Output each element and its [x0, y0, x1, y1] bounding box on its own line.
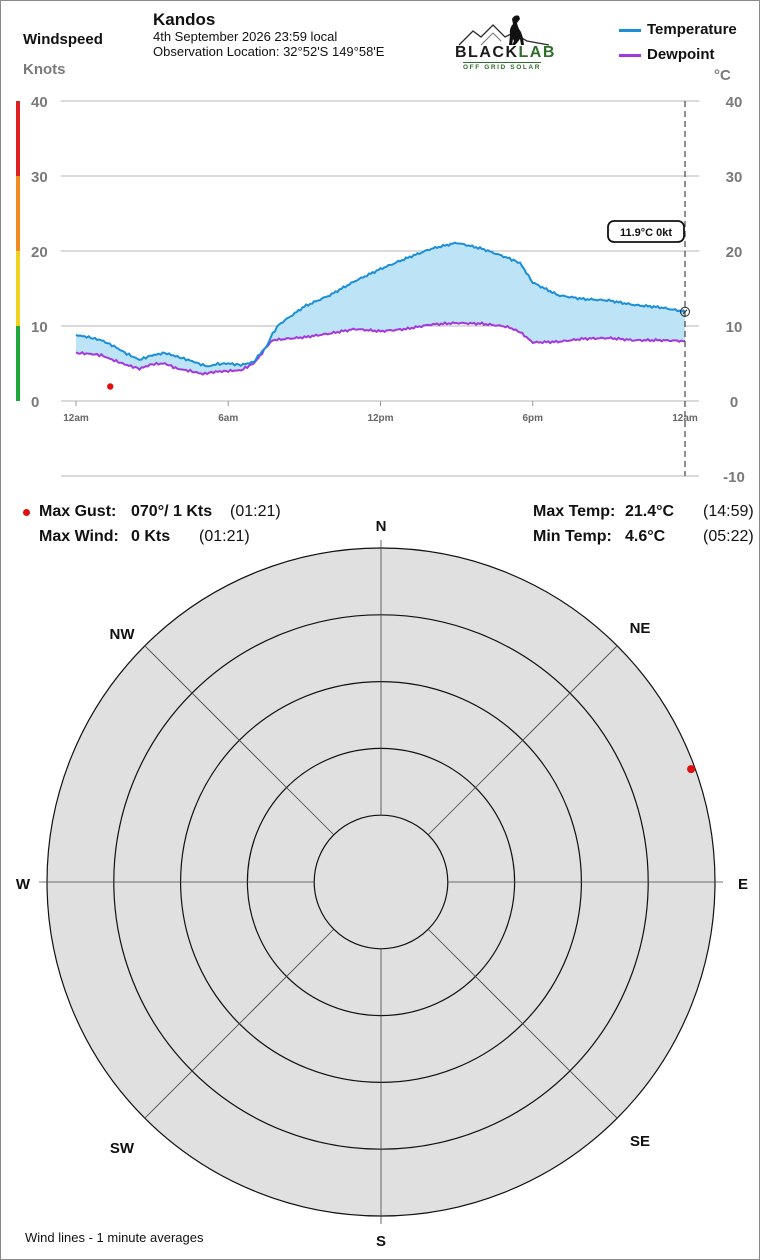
blacklab-logo: BLACKLAB OFF GRID SOLAR	[451, 11, 561, 71]
x-tick-label: 12pm	[367, 413, 393, 424]
max-gust-value: 070°/ 1 Kts	[131, 503, 213, 520]
observation-location: Observation Location: 32°52'S 149°58'E	[153, 44, 384, 59]
wind-lines-footnote: Wind lines - 1 minute averages	[25, 1230, 204, 1245]
rose-spoke	[144, 645, 335, 836]
x-tick-label: 6pm	[522, 413, 543, 424]
celsius-tick-label: 30	[726, 169, 743, 186]
max-wind-time: (01:21)	[199, 528, 250, 545]
logo-subtext: OFF GRID SOLAR	[463, 62, 542, 71]
celsius-tick-label: -10	[723, 469, 745, 486]
location-coords: 32°52'S 149°58'E	[283, 44, 385, 59]
dewpoint-line	[75, 321, 686, 376]
knots-tick-label: 40	[31, 94, 48, 111]
celsius-tick-label: 20	[726, 244, 743, 261]
rose-gust-marker	[687, 765, 696, 774]
compass-label-n: N	[376, 518, 387, 535]
logo-text-lab: LAB	[518, 44, 556, 61]
temperature-line	[75, 241, 686, 368]
max-gust-marker-icon	[23, 509, 30, 516]
compass-label-s: S	[376, 1233, 386, 1250]
compass-label-nw: NW	[110, 626, 136, 643]
x-tick-label: 12am	[672, 413, 698, 424]
compass-label-ne: NE	[630, 620, 651, 637]
legend-temperature-label: Temperature	[647, 21, 737, 38]
max-gust-point	[107, 383, 114, 390]
windspeed-gauge-segment	[16, 251, 20, 326]
celsius-unit-label: °C	[714, 67, 731, 84]
max-temp-value: 21.4°C	[625, 503, 675, 520]
max-temp-time: (14:59)	[703, 503, 754, 520]
date-time: 4th September 2026 23:59 local	[153, 29, 338, 44]
knots-label: Knots	[23, 61, 66, 78]
station-name: Kandos	[153, 10, 216, 29]
celsius-tick-label: 40	[726, 94, 743, 111]
windspeed-gauge-segment	[16, 176, 20, 251]
wind-rose: N NE E SE S SW W NW	[16, 518, 748, 1250]
knots-tick-label: 10	[31, 319, 48, 336]
current-readout-box	[607, 220, 685, 243]
legend-temperature-swatch	[619, 29, 641, 32]
celsius-tick-label: 0	[730, 394, 738, 411]
knots-tick-label: 20	[31, 244, 48, 261]
windspeed-gauge-segment	[16, 101, 20, 176]
x-tick-label: 6am	[218, 413, 238, 424]
max-temp-label: Max Temp:	[533, 503, 616, 520]
legend-dewpoint-label: Dewpoint	[647, 46, 715, 63]
max-gust-label: Max Gust:	[39, 503, 117, 520]
mountain-dog-icon	[458, 15, 550, 46]
knots-tick-label: 30	[31, 169, 48, 186]
max-wind-value: 0 Kts	[131, 528, 171, 545]
location-prefix: Observation Location:	[153, 44, 284, 59]
knots-tick-label: 0	[31, 394, 39, 411]
compass-label-e: E	[738, 876, 748, 893]
windspeed-gauge-segment	[16, 326, 20, 401]
current-temp-point-tick	[682, 309, 688, 315]
min-temp-label: Min Temp:	[533, 528, 612, 545]
max-wind-label: Max Wind:	[39, 528, 119, 545]
max-gust-time: (01:21)	[230, 503, 281, 520]
x-tick-label: 12am	[63, 413, 89, 424]
min-temp-time: (05:22)	[703, 528, 754, 545]
compass-label-w: W	[16, 876, 31, 893]
compass-label-sw: SW	[110, 1140, 135, 1157]
celsius-tick-label: 10	[726, 319, 743, 336]
legend-dewpoint-swatch	[619, 54, 641, 57]
temperature-wind-chart: 0 10 20 30 40 -10 0 10 20 30 40 12am 6am 12pm 6pm 12am 1…	[16, 94, 745, 486]
windspeed-label: Windspeed	[23, 31, 103, 48]
rose-spoke	[144, 928, 335, 1119]
rose-spoke	[427, 645, 618, 836]
logo-wordmark: BLACKLAB	[455, 44, 556, 62]
current-temp-point	[680, 306, 690, 317]
min-temp-value: 4.6°C	[625, 528, 666, 545]
compass-label-se: SE	[630, 1133, 650, 1150]
current-readout-text: 11.9°C 0kt	[620, 227, 672, 239]
rose-spoke	[427, 928, 618, 1119]
logo-text-black: BLACK	[455, 44, 519, 61]
